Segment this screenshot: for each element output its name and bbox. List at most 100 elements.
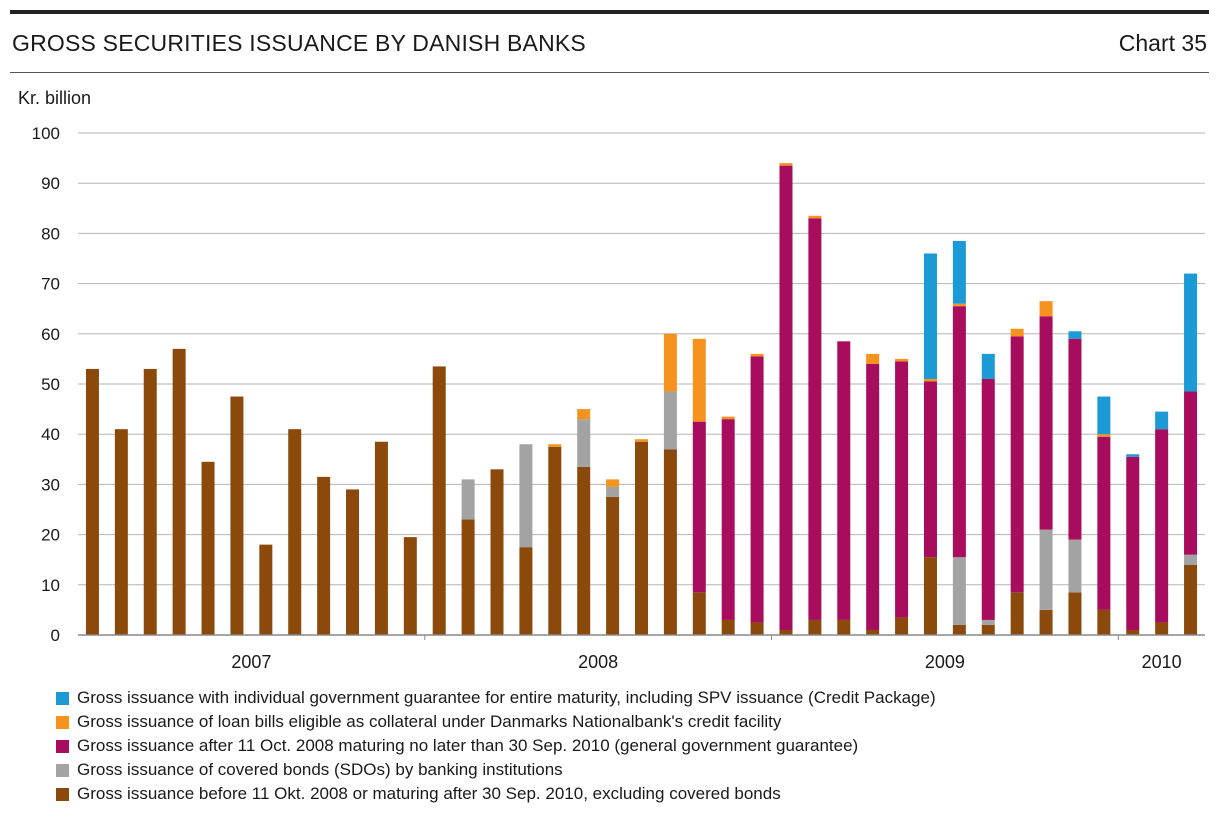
y-tick-label: 0 [51, 626, 60, 645]
bar-segment-s0-20 [663, 449, 677, 635]
bar-segment-s2-27 [866, 363, 880, 630]
bar-segment-s3-23 [750, 353, 764, 357]
bar-segment-s1-20 [663, 391, 677, 450]
legend-label: Gross issuance of loan bills eligible as… [77, 712, 782, 731]
bar-segment-s2-28 [895, 361, 909, 618]
chart-number: Chart 35 [1118, 30, 1207, 56]
x-year-label: 2008 [578, 652, 618, 672]
bar-segment-s3-21 [692, 338, 706, 422]
bar-segment-s3-17 [577, 409, 591, 420]
y-tick-label: 80 [41, 224, 60, 243]
bar-segment-s0-26 [837, 619, 851, 635]
bar-segment-s3-22 [721, 416, 735, 420]
bar-segment-s0-6 [259, 544, 273, 635]
bar-segment-s2-23 [750, 356, 764, 623]
bar-segment-s0-15 [519, 547, 533, 635]
bar-segment-s3-19 [635, 439, 648, 442]
bar-segment-s0-30 [952, 624, 966, 635]
legend-swatch [56, 787, 69, 801]
bar-segment-s0-18 [606, 496, 620, 635]
y-tick-label: 10 [41, 576, 60, 595]
legend-item: Gross issuance of loan bills eligible as… [56, 710, 936, 734]
bar-segment-s0-14 [490, 469, 504, 635]
legend-item: Gross issuance after 11 Oct. 2008 maturi… [56, 734, 936, 758]
bar-segment-s2-36 [1126, 456, 1140, 630]
bar-segment-s0-24 [779, 629, 793, 635]
bar-segment-s0-3 [172, 348, 186, 635]
bar-segment-s1-17 [577, 419, 591, 467]
bar-segment-s4-29 [923, 253, 937, 379]
bar-segment-s0-27 [866, 629, 880, 635]
y-tick-label: 40 [41, 425, 60, 444]
bar-segment-s0-32 [1010, 592, 1024, 635]
bar-segment-s0-1 [114, 429, 128, 635]
bar-segment-s2-33 [1039, 316, 1053, 530]
bar-segment-s3-29 [923, 378, 937, 382]
bar-segment-s4-38 [1184, 273, 1198, 392]
legend-label: Gross issuance after 11 Oct. 2008 maturi… [77, 736, 859, 755]
bar-segment-s1-18 [606, 486, 620, 497]
bar-segment-s0-13 [461, 519, 475, 635]
bar-segment-s0-34 [1068, 592, 1082, 635]
bar-segment-s0-17 [577, 466, 591, 635]
legend-label: Gross issuance of covered bonds (SDOs) b… [77, 760, 563, 779]
bar-segment-s2-35 [1097, 436, 1111, 610]
legend-swatch [56, 715, 69, 729]
x-year-label: 2007 [231, 652, 271, 672]
bar-segment-s2-24 [779, 165, 793, 630]
bar-segment-s0-5 [230, 396, 244, 635]
bar-segment-s0-23 [750, 622, 764, 635]
top-rule [10, 10, 1209, 14]
x-year-label: 2009 [925, 652, 965, 672]
legend-swatch [56, 739, 69, 753]
bar-segment-s2-34 [1068, 338, 1082, 540]
chart-header: GROSS SECURITIES ISSUANCE BY DANISH BANK… [12, 30, 1207, 64]
bar-segment-s0-35 [1097, 609, 1111, 635]
bar-segment-s0-19 [635, 441, 648, 635]
y-tick-label: 70 [41, 275, 60, 294]
bar-segment-s4-34 [1068, 331, 1082, 339]
y-tick-label: 30 [41, 475, 60, 494]
bar-segment-s3-35 [1097, 434, 1111, 437]
bar-segment-s2-22 [721, 419, 735, 620]
bar-segment-s0-28 [895, 617, 909, 635]
bar-segment-s4-30 [952, 240, 966, 304]
stacked-bar-chart: 0 10 20 30 40 50 60 70 80 90 100 2007 2008 2009 2010 [32, 124, 1205, 672]
y-tick-label: 20 [41, 526, 60, 545]
bar-segment-s0-25 [808, 619, 822, 635]
bar-segment-s4-37 [1155, 411, 1169, 430]
y-axis-unit-label: Kr. billion [18, 88, 92, 108]
bar-segment-s0-2 [143, 368, 157, 635]
bar-segment-s0-31 [981, 624, 995, 635]
bar-segment-s1-33 [1039, 529, 1053, 610]
bar-segment-s2-29 [923, 381, 937, 558]
bar-segment-s3-28 [895, 358, 909, 362]
bar-segment-s1-34 [1068, 539, 1082, 593]
bar-segment-s0-7 [288, 429, 302, 635]
bar-segment-s1-31 [981, 619, 995, 625]
bar-segment-s1-38 [1184, 554, 1198, 565]
legend-swatch [56, 763, 69, 777]
bar-segment-s3-18 [606, 479, 620, 487]
bar-segment-s0-16 [548, 446, 562, 635]
bar-segment-s0-9 [346, 489, 360, 635]
y-tick-label: 100 [32, 124, 60, 143]
legend-item: Gross issuance before 11 Okt. 2008 or ma… [56, 782, 936, 806]
bar-segment-s2-21 [692, 421, 706, 593]
y-tick-label: 50 [41, 375, 60, 394]
bar-segment-s0-33 [1039, 609, 1053, 635]
bar-segment-s0-36 [1126, 629, 1140, 635]
bar-segment-s1-13 [461, 479, 475, 520]
bar-segment-s4-36 [1126, 454, 1140, 457]
legend-label: Gross issuance before 11 Okt. 2008 or ma… [77, 784, 781, 803]
bar-segment-s0-11 [403, 537, 417, 635]
chart-title: GROSS SECURITIES ISSUANCE BY DANISH BANK… [12, 30, 586, 56]
bar-segment-s3-25 [808, 215, 822, 219]
bar-segment-s0-38 [1184, 564, 1198, 635]
bar-segment-s3-32 [1010, 328, 1024, 337]
chart-legend: Gross issuance with individual governmen… [56, 686, 936, 806]
header-divider [10, 72, 1209, 73]
bar-segment-s0-0 [85, 368, 99, 635]
bar-segment-s3-20 [663, 333, 677, 392]
bar-segment-s2-32 [1010, 336, 1024, 593]
